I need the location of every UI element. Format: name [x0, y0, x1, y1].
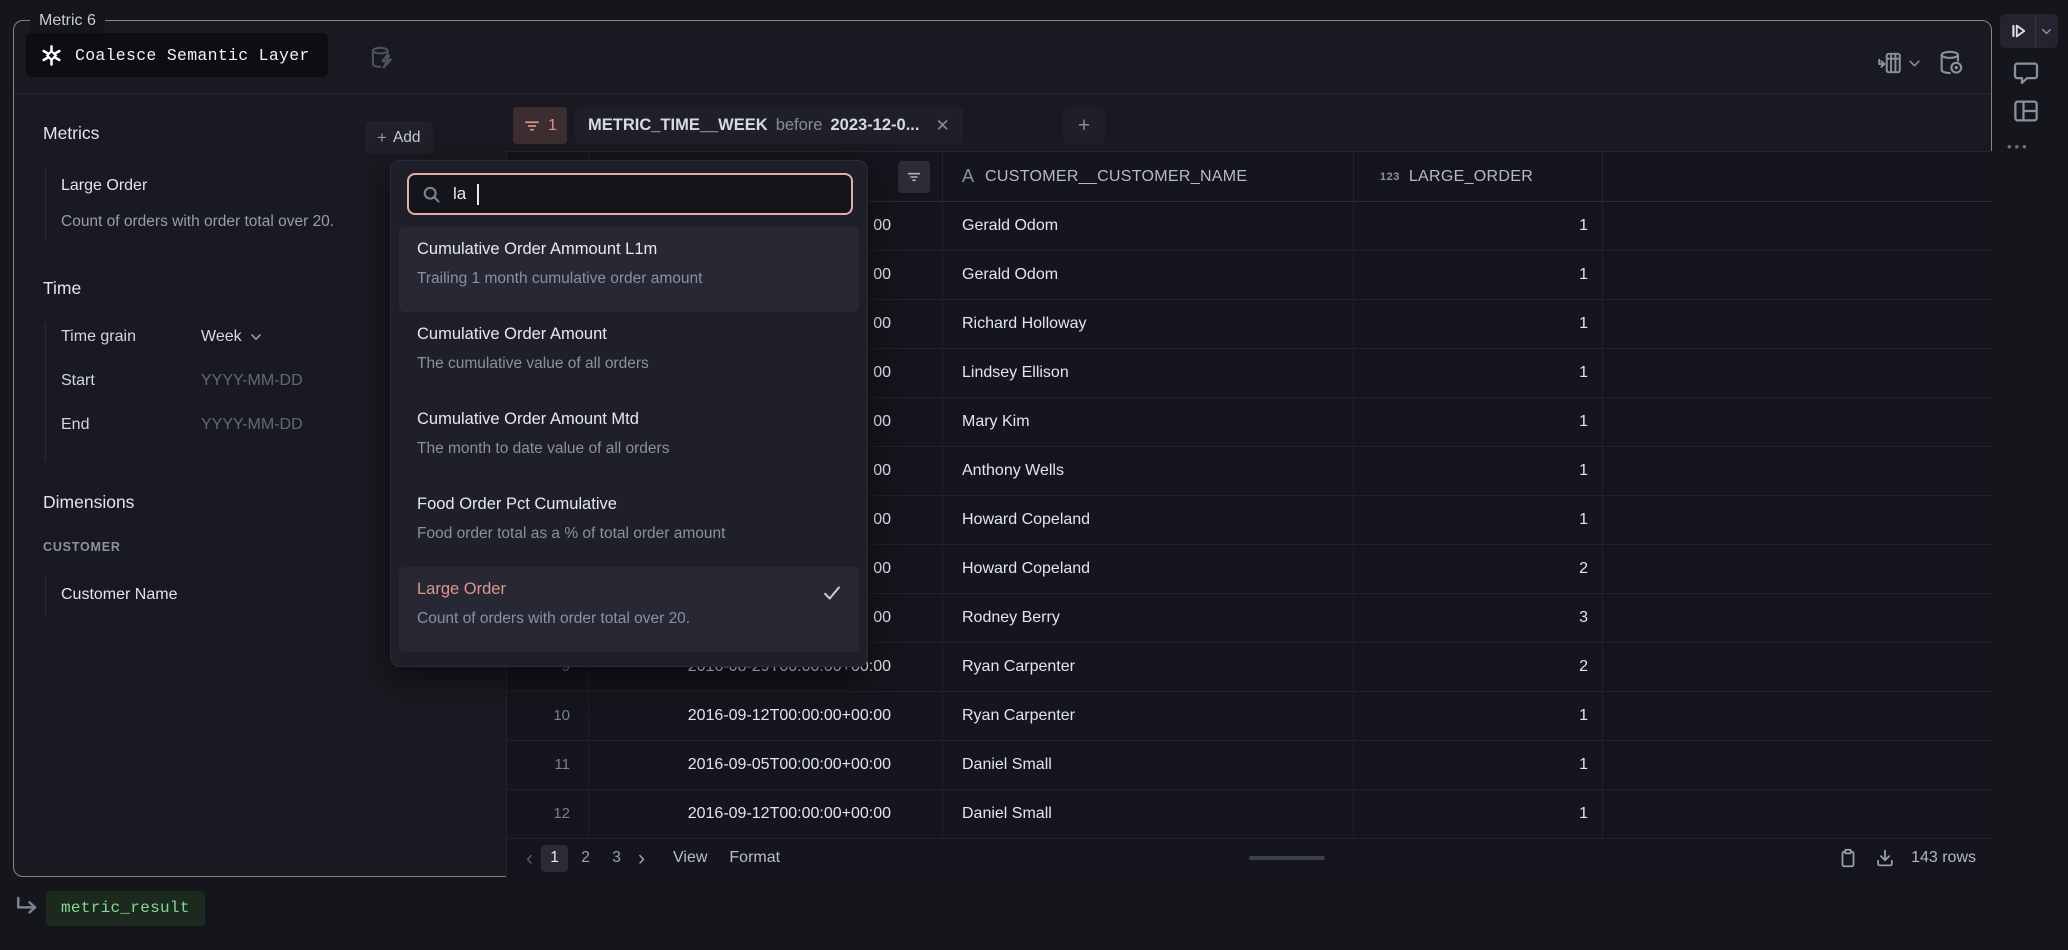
table-row[interactable]: 11 2016-09-05T00:00:00+00:00 Daniel Small 1 [507, 741, 1992, 790]
layout-panel-button[interactable] [2011, 96, 2041, 126]
column-filter-button[interactable] [898, 161, 930, 193]
selected-metric-name[interactable]: Large Order [61, 177, 148, 194]
checkmark-icon [821, 582, 843, 604]
run-icon [2008, 21, 2028, 41]
time-grain-select[interactable]: Week [201, 328, 263, 346]
picker-item-food-order-pct-cumulative[interactable]: Food Order Pct Cumulative Food order tot… [417, 495, 726, 542]
start-date-input[interactable]: YYYY-MM-DD [201, 372, 303, 389]
horizontal-scrollbar[interactable] [1249, 856, 1325, 860]
search-icon [421, 184, 442, 205]
picker-item-large-order[interactable]: Large Order Count of orders with order t… [399, 567, 859, 652]
plus-icon: + [377, 127, 387, 147]
string-type-icon: A [962, 166, 975, 186]
clipboard-icon [1837, 847, 1859, 869]
view-button[interactable]: View [673, 849, 708, 866]
download-button[interactable] [1874, 847, 1896, 869]
table-row[interactable]: 12 2016-09-12T00:00:00+00:00 Daniel Small 1 [507, 790, 1992, 839]
time-indent-rule [45, 323, 46, 461]
metric-picker-list: Cumulative Order Ammount L1m Trailing 1 … [399, 227, 859, 652]
database-lightning-icon[interactable] [369, 45, 396, 72]
filter-field: METRIC_TIME__WEEK [588, 116, 768, 134]
preview-source-data-button[interactable] [1937, 49, 1965, 77]
run-cell-group [2000, 14, 2058, 48]
table-footer: ‹ 1 2 3 › View Format [507, 839, 1992, 877]
filter-icon [523, 117, 541, 135]
metric-picker-dropdown: la Cumulative Order Ammount L1m Trailing… [390, 160, 868, 667]
large-order-column-header[interactable]: 123 LARGE_ORDER [1354, 152, 1603, 201]
format-button[interactable]: Format [729, 849, 781, 866]
more-options-button[interactable]: ••• [2007, 139, 2030, 154]
customer-column-title: CUSTOMER__CUSTOMER_NAME [985, 167, 1248, 185]
text-cursor [477, 183, 480, 205]
large-order-column-title: LARGE_ORDER [1408, 167, 1534, 185]
cell-header-actions [1877, 49, 1965, 77]
dimension-indent-rule [45, 576, 46, 618]
cell-header: Coalesce Semantic Layer [14, 21, 1991, 94]
metric-search-input[interactable]: la [407, 173, 853, 215]
time-heading: Time [43, 278, 82, 298]
chevron-down-icon [2040, 25, 2053, 38]
output-variable-pill[interactable]: metric_result [46, 891, 205, 926]
time-grain-label: Time grain [61, 328, 136, 345]
number-type-icon: 123 [1380, 170, 1400, 183]
page-button-1[interactable]: 1 [541, 844, 568, 872]
filter-operator: before [775, 116, 823, 134]
snowflake-icon [40, 44, 63, 67]
add-button-label: Add [392, 128, 421, 146]
metric-cell: Metric 6 Coalesce Semantic Layer [13, 8, 1992, 877]
row-count: 143 rows [1911, 849, 1976, 866]
picker-item-cumulative-order-ammount-l1m[interactable]: Cumulative Order Ammount L1m Trailing 1 … [399, 227, 859, 312]
next-page-button[interactable]: › [632, 848, 651, 869]
copy-table-button[interactable] [1837, 847, 1859, 869]
download-icon [1874, 847, 1896, 869]
layout-panel-icon [2011, 96, 2041, 126]
output-as-table-button[interactable] [1877, 50, 1922, 76]
end-label: End [61, 416, 90, 433]
search-query-text: la [453, 184, 467, 203]
prev-page-button[interactable]: ‹ [520, 848, 539, 869]
empty-column-header [1603, 152, 1992, 201]
date-column-header [589, 152, 943, 201]
chevron-down-icon [1907, 56, 1922, 71]
filter-count-badge[interactable]: 1 [513, 107, 567, 144]
customer-column-header[interactable]: A CUSTOMER__CUSTOMER_NAME [943, 152, 1354, 201]
page-button-3[interactable]: 3 [603, 845, 630, 872]
comment-icon [2011, 58, 2041, 88]
arrow-into-table-icon [1877, 50, 1903, 76]
return-arrow-icon [12, 893, 42, 923]
add-metric-button[interactable]: + Add [365, 121, 433, 154]
filter-count: 1 [548, 116, 557, 134]
time-filter-chip[interactable]: METRIC_TIME__WEEK before 2023-12-0... ✕ [575, 107, 963, 144]
dimension-item-customer-name[interactable]: Customer Name [61, 586, 178, 603]
page-button-2[interactable]: 2 [572, 845, 599, 872]
database-eye-icon [1937, 49, 1965, 77]
selected-metric-description: Count of orders with order total over 20… [61, 213, 335, 230]
filter-value: 2023-12-0... [830, 116, 920, 134]
end-date-input[interactable]: YYYY-MM-DD [201, 416, 303, 433]
start-label: Start [61, 372, 95, 389]
add-filter-button[interactable]: + [1063, 107, 1105, 144]
run-options-button[interactable] [2036, 14, 2057, 48]
chevron-down-icon [249, 330, 263, 344]
dimensions-heading: Dimensions [43, 492, 135, 512]
dimension-group-label: CUSTOMER [43, 540, 121, 554]
metric-indent-rule [45, 169, 46, 239]
picker-item-cumulative-order-amount-mtd[interactable]: Cumulative Order Amount Mtd The month to… [417, 410, 670, 457]
remove-filter-button[interactable]: ✕ [935, 116, 950, 135]
run-cell-button[interactable] [2000, 14, 2036, 48]
time-grain-value: Week [201, 328, 242, 345]
data-source-title: Coalesce Semantic Layer [75, 45, 310, 65]
table-header-row: A CUSTOMER__CUSTOMER_NAME 123 LARGE_ORDE… [507, 152, 1992, 202]
data-source-pill[interactable]: Coalesce Semantic Layer [26, 33, 328, 77]
comment-button[interactable] [2011, 58, 2041, 88]
picker-item-cumulative-order-amount[interactable]: Cumulative Order Amount The cumulative v… [417, 325, 649, 372]
table-row[interactable]: 10 2016-09-12T00:00:00+00:00 Ryan Carpente… [507, 692, 1992, 741]
cell-title-label: Metric 6 [30, 8, 105, 33]
metrics-heading: Metrics [43, 123, 100, 143]
